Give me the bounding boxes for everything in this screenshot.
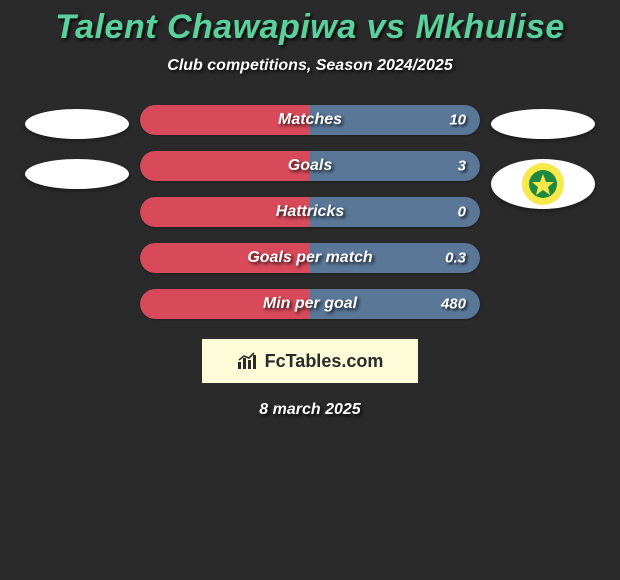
chart-icon (237, 352, 259, 370)
date-label: 8 march 2025 (0, 401, 620, 419)
stat-bar-goals-per-match: Goals per match 0.3 (140, 243, 480, 273)
right-player-column (490, 105, 596, 209)
stat-label: Goals (288, 157, 332, 175)
right-club-badge (491, 159, 595, 209)
left-club-badge (25, 159, 129, 189)
stat-right-value: 480 (441, 296, 466, 313)
watermark-text: FcTables.com (265, 351, 384, 372)
left-player-avatar (25, 109, 129, 139)
left-player-column (24, 105, 130, 189)
right-player-avatar (491, 109, 595, 139)
stat-right-value: 0 (458, 204, 466, 221)
stat-bar-matches: Matches 10 (140, 105, 480, 135)
stat-bar-hattricks: Hattricks 0 (140, 197, 480, 227)
stat-label: Matches (278, 111, 342, 129)
stat-right-value: 0.3 (445, 250, 466, 267)
bar-right-fill (310, 151, 480, 181)
stat-right-value: 3 (458, 158, 466, 175)
stat-right-value: 10 (449, 112, 466, 129)
comparison-card: Talent Chawapiwa vs Mkhulise Club compet… (0, 0, 620, 419)
stat-label: Hattricks (276, 203, 344, 221)
stats-area: Matches 10 Goals 3 Hattricks 0 (0, 105, 620, 319)
bar-left-fill (140, 151, 310, 181)
stat-label: Goals per match (247, 249, 372, 267)
stat-bars: Matches 10 Goals 3 Hattricks 0 (140, 105, 480, 319)
page-title: Talent Chawapiwa vs Mkhulise (0, 8, 620, 47)
stat-bar-min-per-goal: Min per goal 480 (140, 289, 480, 319)
watermark: FcTables.com (202, 339, 418, 383)
page-subtitle: Club competitions, Season 2024/2025 (0, 57, 620, 75)
stat-label: Min per goal (263, 295, 357, 313)
club-crest-icon (521, 162, 565, 206)
stat-bar-goals: Goals 3 (140, 151, 480, 181)
